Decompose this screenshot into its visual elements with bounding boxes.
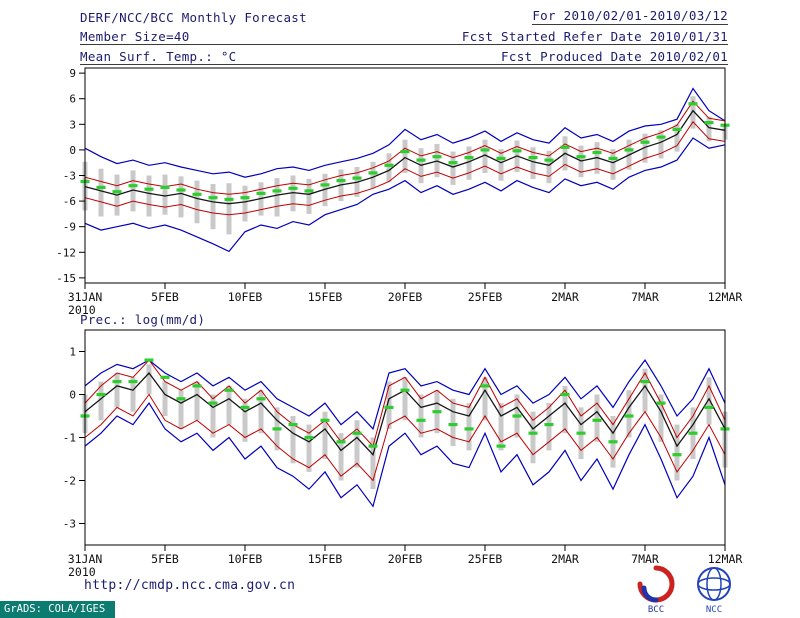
bcc-swirl-icon	[637, 565, 675, 603]
member-size-label: Member Size=40	[80, 29, 190, 44]
x-year-label: 2010	[68, 565, 96, 579]
x-tick-label: 31JAN	[68, 552, 103, 566]
y-tick-label: 6	[69, 93, 76, 106]
x-tick-label: 2MAR	[551, 552, 579, 566]
precipitation-chart-title: Prec.: log(mm/d)	[80, 312, 206, 327]
header-row-3: Mean Surf. Temp.: °C Fcst Produced Date …	[80, 45, 728, 65]
series-ensemble-min	[84, 402, 726, 508]
x-tick-label: 5FEB	[151, 290, 179, 304]
precipitation-chart: 1 0 -1 -2 -3 31JAN 5FEB 10FEB 15FEB 20FEB 25FEB 2MA…	[63, 329, 743, 579]
x-tick-label: 10FEB	[228, 552, 263, 566]
fcst-started-label: Fcst Started Refer Date 2010/01/31	[461, 29, 728, 44]
y-tick-label: -9	[63, 221, 76, 234]
ncc-logo-label: NCC	[706, 605, 722, 614]
series-lower-quartile	[84, 121, 726, 216]
x-tick-label: 12MAR	[708, 552, 743, 566]
page-title: DERF/NCC/BCC Monthly Forecast	[80, 10, 307, 25]
series-lower-quartile	[84, 393, 726, 482]
temperature-chart: 9 6 3 0 -3 -6 -9 -12 -15 31JAN 5FEB 10FEB 15FEB 20FEB…	[56, 67, 743, 317]
x-tick-label: 12MAR	[708, 290, 743, 304]
x-tick-label: 25FEB	[468, 552, 503, 566]
bcc-logo: BCC	[637, 565, 675, 614]
x-tick-label: 20FEB	[388, 290, 423, 304]
x-tick-label: 7MAR	[631, 552, 659, 566]
series-upper-quartile	[84, 100, 726, 195]
ensemble-spread-bars	[82, 364, 728, 490]
series-ensemble-max	[84, 87, 726, 178]
y-tick-label: 3	[69, 118, 76, 131]
x-tick-label: 25FEB	[468, 290, 503, 304]
x-tick-label: 5FEB	[151, 552, 179, 566]
variable-label: Mean Surf. Temp.: °C	[80, 49, 237, 64]
forecast-range-label: For 2010/02/01-2010/03/12	[532, 8, 728, 25]
y-tick-label: 9	[69, 67, 76, 80]
x-tick-label: 7MAR	[631, 290, 659, 304]
x-tick-label: 20FEB	[388, 552, 423, 566]
y-tick-label: -12	[56, 246, 76, 259]
bcc-logo-label: BCC	[648, 605, 664, 614]
x-tick-label: 15FEB	[308, 290, 343, 304]
series-ensemble-max	[84, 359, 726, 431]
x-year-label: 2010	[68, 303, 96, 317]
fcst-produced-label: Fcst Produced Date 2010/02/01	[501, 49, 728, 64]
header-row-2: Member Size=40 Fcst Started Refer Date 2…	[80, 25, 728, 45]
series-upper-quartile	[84, 359, 726, 448]
y-tick-label: -1	[63, 432, 76, 445]
y-tick-label: -3	[63, 170, 76, 183]
y-tick-label: -3	[63, 518, 76, 531]
y-tick-label: 1	[69, 346, 76, 359]
footer-url: http://cmdp.ncc.cma.gov.cn	[84, 578, 296, 593]
ncc-logo: NCC	[697, 567, 731, 614]
y-tick-label: -15	[56, 272, 76, 285]
ncc-globe-icon	[697, 567, 731, 601]
x-tick-label: 15FEB	[308, 552, 343, 566]
marker-median-marks	[80, 358, 730, 457]
header-row-1: DERF/NCC/BCC Monthly Forecast For 2010/0…	[80, 6, 728, 25]
y-tick-label: 0	[69, 144, 76, 157]
y-tick-label: 0	[69, 389, 76, 402]
y-tick-label: -6	[63, 195, 76, 208]
grads-credit: GrADS: COLA/IGES	[0, 601, 116, 618]
x-tick-label: 2MAR	[551, 290, 579, 304]
x-tick-label: 31JAN	[68, 290, 103, 304]
marker-median-marks	[80, 102, 730, 201]
plot-frame	[84, 67, 726, 284]
series-ensemble-min	[84, 137, 726, 253]
header: DERF/NCC/BCC Monthly Forecast For 2010/0…	[80, 6, 728, 65]
y-tick-label: -2	[63, 475, 76, 488]
x-tick-label: 10FEB	[228, 290, 263, 304]
series-ensemble-mean	[84, 109, 726, 205]
